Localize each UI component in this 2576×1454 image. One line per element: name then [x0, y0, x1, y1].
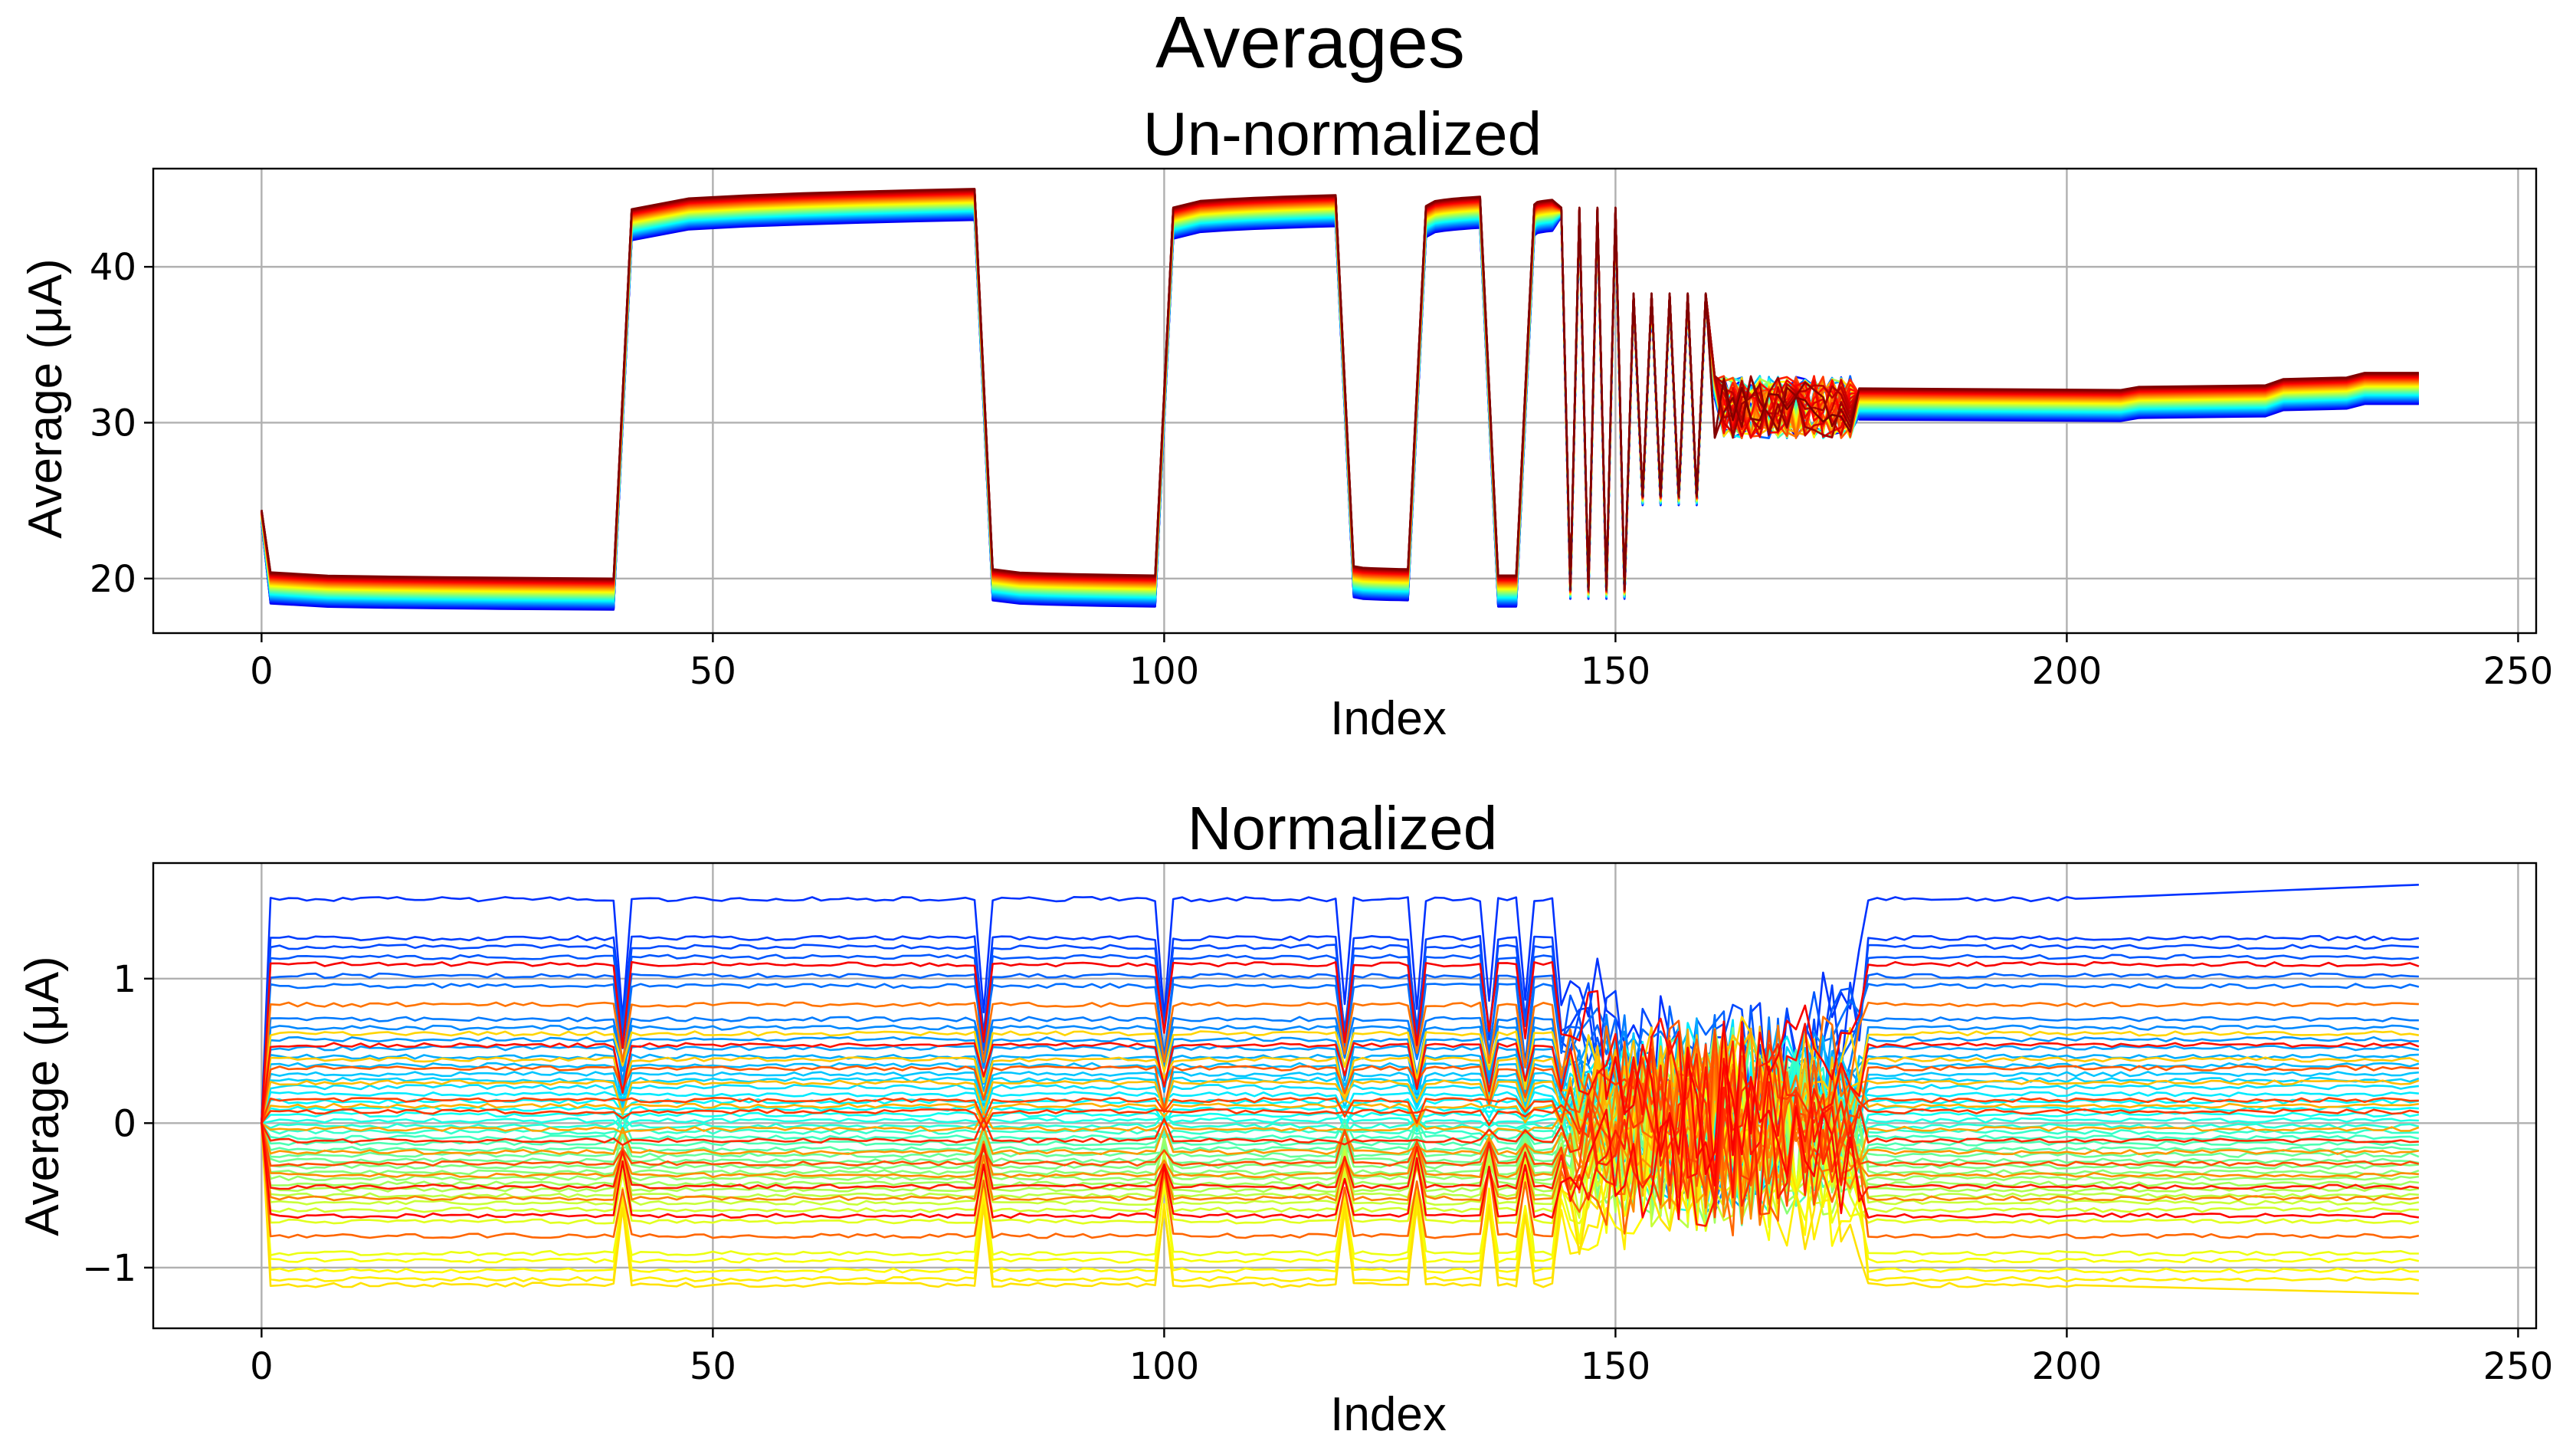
- x-tick-label: 100: [1129, 650, 1200, 693]
- axis-ticks: 0 50 100 150 200 250 20 30 40: [90, 246, 2553, 693]
- series-line: [261, 1029, 2420, 1216]
- axis-ticks: 0 50 100 150 200 250 −1 0 1: [82, 958, 2553, 1388]
- x-tick-label: 0: [250, 650, 274, 693]
- x-tick-label: 0: [250, 1345, 274, 1388]
- series-line: [261, 1040, 2420, 1227]
- x-tick-label: 250: [2483, 1345, 2554, 1388]
- x-tick-label: 150: [1581, 650, 1651, 693]
- series-line: [261, 1001, 2419, 1209]
- y-axis-label: Average (μA): [16, 956, 69, 1236]
- y-tick-label: 0: [113, 1102, 136, 1145]
- series-line: [261, 188, 2419, 591]
- series-line: [261, 1040, 2419, 1207]
- panel-un-normalized: Un-normalized 0 50 100 150 200 250 20 30 40 Inde…: [19, 100, 2553, 745]
- series-line: [261, 1046, 2420, 1220]
- series-line: [261, 1035, 2420, 1215]
- x-tick-label: 100: [1129, 1345, 1200, 1388]
- series-line: [261, 1029, 2419, 1219]
- x-tick-label: 150: [1581, 1345, 1651, 1388]
- series-line: [261, 1043, 2420, 1211]
- y-tick-label: 40: [90, 246, 136, 289]
- y-axis-label: Average (μA): [19, 258, 72, 538]
- series-line: [261, 1036, 2419, 1214]
- series-line: [261, 1026, 2420, 1194]
- series-line: [261, 1039, 2420, 1239]
- series-line: [261, 1026, 2420, 1205]
- x-tick-label: 50: [690, 1345, 736, 1388]
- series-line: [261, 1023, 2420, 1196]
- x-axis-label: Index: [1330, 692, 1447, 745]
- series-line: [261, 1045, 2420, 1201]
- series-line: [261, 960, 2420, 1176]
- axes-frame: [152, 167, 2538, 635]
- axes-frame: [152, 862, 2538, 1330]
- y-tick-label: 1: [113, 958, 136, 1001]
- x-tick-label: 200: [2032, 1345, 2102, 1388]
- x-tick-label: 200: [2032, 650, 2102, 693]
- panel-title: Normalized: [1188, 794, 1498, 862]
- y-tick-label: −1: [82, 1247, 136, 1290]
- figure-suptitle: Averages: [1155, 2, 1465, 84]
- x-tick-label: 250: [2483, 650, 2554, 693]
- panel-title: Un-normalized: [1143, 100, 1542, 168]
- series-line: [261, 1037, 2419, 1201]
- x-axis-label: Index: [1330, 1388, 1447, 1441]
- x-tick-label: 50: [690, 650, 736, 693]
- series-line: [261, 1016, 2420, 1169]
- y-tick-label: 20: [90, 558, 136, 601]
- panel-normalized: Normalized 0 50 100 150 200 250 −1 0 1 Index Ave…: [16, 794, 2553, 1441]
- y-tick-label: 30: [90, 402, 136, 445]
- series-lines: [261, 188, 2419, 611]
- series-lines: [261, 884, 2420, 1295]
- series-line: [261, 1017, 2420, 1199]
- series-line: [261, 1059, 2419, 1295]
